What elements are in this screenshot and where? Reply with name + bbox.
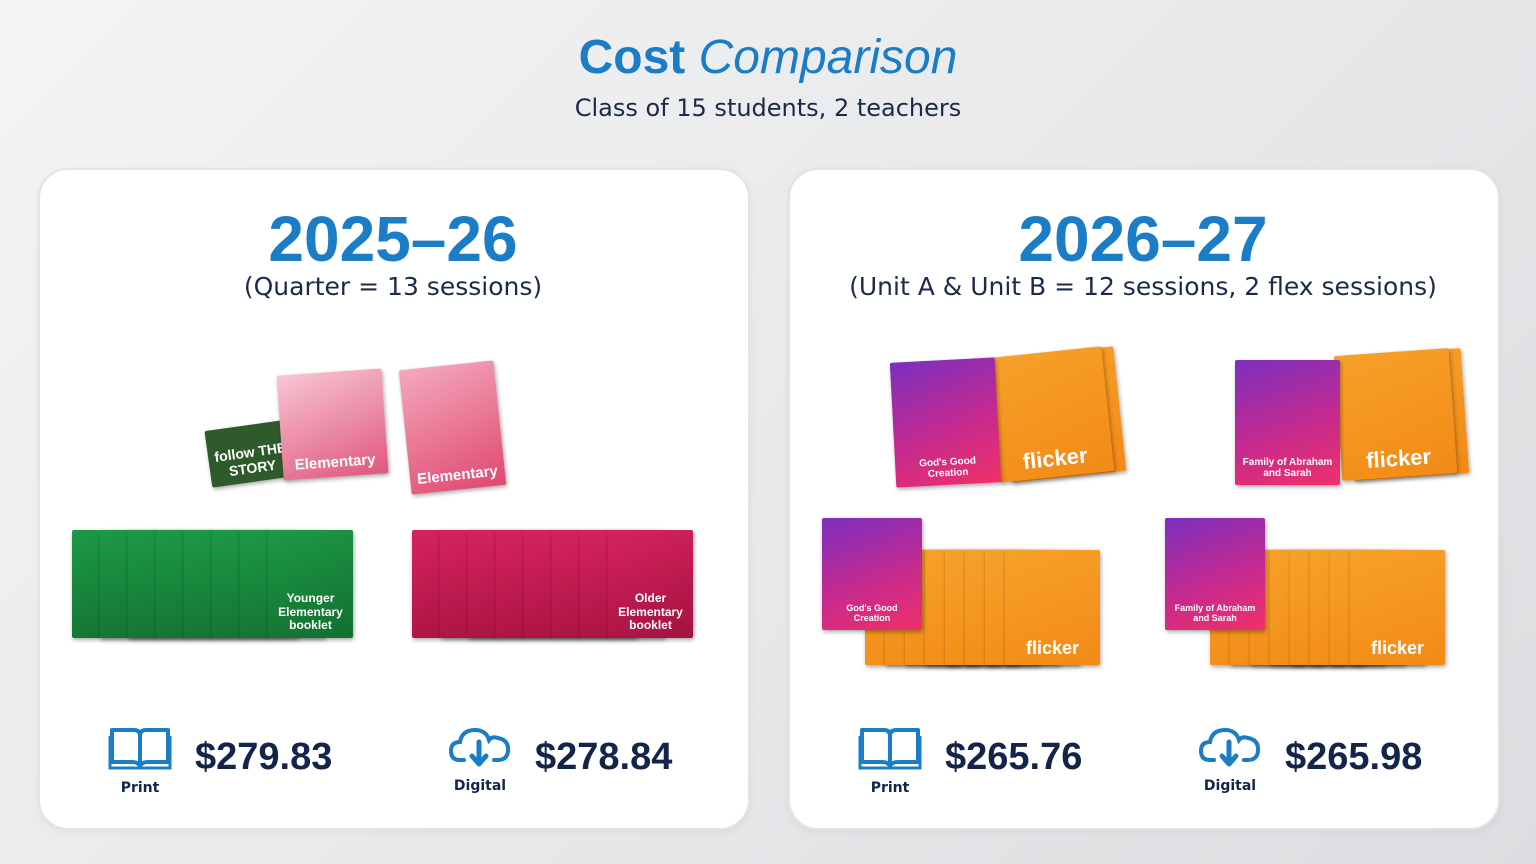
price-icon: [108, 724, 172, 770]
price-amount: $279.83: [195, 736, 333, 778]
price-label: Print: [120, 780, 160, 796]
price-icon: [858, 724, 922, 770]
cover: Older Elementary booklet: [608, 530, 693, 638]
digital-icon: [1198, 727, 1261, 767]
price-icon: [1198, 724, 1262, 770]
year: 2025–26: [268, 203, 518, 275]
panel: [788, 168, 1500, 830]
price-icon: [448, 724, 512, 770]
print-icon: [858, 728, 922, 770]
price-amount: $265.98: [1285, 736, 1423, 778]
cover: flicker: [1005, 550, 1100, 665]
cover: Family of Abraham and Sarah: [1235, 360, 1340, 485]
title: Cost Comparison: [0, 30, 1536, 85]
cover: flicker: [1350, 550, 1445, 665]
cover: Younger Elementary booklet: [268, 530, 353, 638]
cover: Elementary: [276, 368, 389, 481]
panel: [38, 168, 750, 830]
note: (Unit A & Unit B = 12 sessions, 2 flex s…: [849, 272, 1437, 301]
price-amount: $278.84: [535, 736, 673, 778]
cover: God's Good Creation: [822, 518, 922, 630]
cover: flicker: [986, 346, 1115, 483]
price-amount: $265.76: [945, 736, 1083, 778]
cover: flicker: [1333, 348, 1458, 481]
title-italic: Comparison: [698, 31, 958, 84]
title-bold: Cost: [578, 31, 686, 84]
note: (Quarter = 13 sessions): [243, 272, 543, 301]
price-label: Digital: [453, 778, 507, 794]
cover: God's Good Creation: [889, 357, 1002, 488]
price-label: Print: [870, 780, 910, 796]
year: 2026–27: [1018, 203, 1268, 275]
print-icon: [108, 728, 172, 770]
cover: Elementary: [398, 360, 507, 495]
cover: Family of Abraham and Sarah: [1165, 518, 1265, 630]
digital-icon: [448, 727, 511, 767]
price-label: Digital: [1203, 778, 1257, 794]
subtitle: Class of 15 students, 2 teachers: [574, 94, 962, 122]
